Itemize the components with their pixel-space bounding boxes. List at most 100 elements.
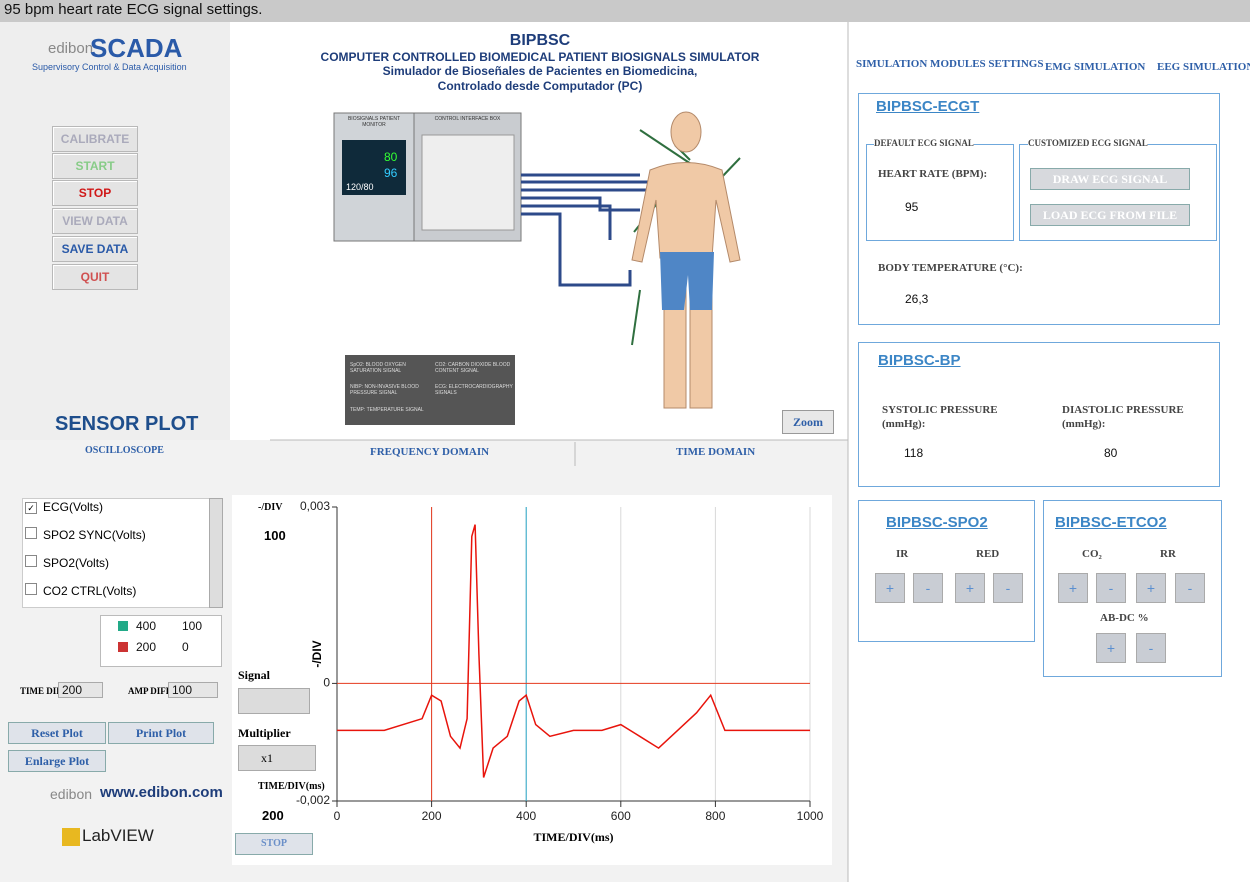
- red-down[interactable]: -: [993, 573, 1023, 603]
- view-data-button[interactable]: VIEW DATA: [52, 208, 138, 234]
- amp-diff: 100: [168, 682, 218, 698]
- timediv[interactable]: 200: [262, 808, 284, 823]
- calibrate-button[interactable]: CALIBRATE: [52, 126, 138, 152]
- header-subtitle: Controlado desde Computador (PC): [240, 79, 840, 93]
- header-title: COMPUTER CONTROLLED BIOMEDICAL PATIENT B…: [240, 50, 840, 64]
- monitor-value: 120/80: [346, 182, 374, 192]
- cursor-x: 200: [136, 640, 156, 654]
- load-button[interactable]: LOAD ECG FROM FILE: [1030, 204, 1190, 226]
- reset-plot-button[interactable]: Reset Plot: [8, 722, 106, 744]
- page: 0 200 400 600 800 1000 0,003 0 -0,002 -/DIV TIME/D…: [0, 0, 1250, 882]
- custom-label[interactable]: CUSTOMIZED ECG SIGNAL: [1028, 138, 1148, 148]
- stop-button[interactable]: STOP: [52, 180, 138, 206]
- timediv-label: TIME/DIV(ms): [258, 781, 325, 792]
- heart-rate[interactable]: 95: [905, 200, 918, 214]
- brand-scada: SCADA: [90, 33, 182, 64]
- channel-label: SPO2 SYNC(Volts): [43, 528, 146, 542]
- legend-item: TEMP: TEMPERATURE SIGNAL: [350, 407, 430, 413]
- time-tab[interactable]: TIME DOMAIN: [676, 446, 755, 458]
- save-data-button[interactable]: SAVE DATA: [52, 236, 138, 262]
- x-tick-label: 400: [516, 809, 536, 823]
- abdc-label: AB-DC %: [1100, 612, 1149, 624]
- co2-up[interactable]: +: [1058, 573, 1088, 603]
- interface-panel: [422, 135, 514, 230]
- ydiv[interactable]: 100: [264, 528, 286, 543]
- diastolic[interactable]: 80: [1104, 446, 1117, 460]
- legend-item: NIBP: NON-INVASIVE BLOOD PRESSURE SIGNAL: [350, 384, 430, 396]
- legend-item: ECG: ELECTROCARDIOGRAPHY SIGNALS: [435, 384, 513, 396]
- monitor-value: 96: [384, 166, 397, 180]
- abdc-up[interactable]: +: [1096, 633, 1126, 663]
- brand-tagline: Supervisory Control & Data Acquisition: [32, 62, 187, 72]
- cursor-icon: [118, 642, 128, 652]
- monitor-label: BIOSIGNALS PATIENT MONITOR: [336, 116, 412, 128]
- y-tick-label: 0,003: [300, 499, 330, 513]
- default-label: DEFAULT ECG SIGNAL: [874, 138, 974, 148]
- spo2-title: BIPBSC-SPO2: [886, 514, 988, 531]
- co2-label: CO₂: [1082, 548, 1102, 560]
- quit-button[interactable]: QUIT: [52, 264, 138, 290]
- cursor-x: 400: [136, 619, 156, 633]
- draw-button[interactable]: DRAW ECG SIGNAL: [1030, 168, 1190, 190]
- ir-label: IR: [896, 548, 908, 560]
- cursor-y: 100: [182, 619, 202, 633]
- x-tick-label: 800: [705, 809, 725, 823]
- systolic[interactable]: 118: [904, 446, 923, 460]
- x-tick-label: 1000: [797, 809, 824, 823]
- cursor-y: 0: [182, 640, 189, 654]
- print-plot-button[interactable]: Print Plot: [108, 722, 214, 744]
- box-label: CONTROL INTERFACE BOX: [416, 116, 519, 122]
- sensor-title: SENSOR PLOT: [55, 413, 198, 436]
- emg-tab[interactable]: EMG SIMULATION: [1045, 61, 1145, 73]
- settings-tab[interactable]: SIMULATION MODULES SETTINGS: [856, 58, 1043, 70]
- channel[interactable]: ✓ECG(Volts): [25, 500, 103, 514]
- edibon-logo: edibon: [50, 786, 92, 802]
- channel[interactable]: CO2 CTRL(Volts): [25, 583, 136, 598]
- channel[interactable]: SPO2(Volts): [25, 555, 109, 570]
- legend-item: CO2: CARBON DIOXIDE BLOOD CONTENT SIGNAL: [435, 362, 513, 374]
- x-tick-label: 0: [334, 809, 341, 823]
- channel[interactable]: SPO2 SYNC(Volts): [25, 527, 146, 542]
- x-tick-label: 600: [611, 809, 631, 823]
- brand-edibon: edibon: [48, 40, 93, 57]
- ecgt-title: BIPBSC-ECGT: [876, 98, 979, 115]
- ydiv-label: -/DIV: [258, 502, 282, 513]
- multiplier-select[interactable]: x1: [238, 745, 316, 771]
- y-tick-label: -0,002: [296, 793, 330, 807]
- red-label: RED: [976, 548, 999, 560]
- systolic-label: SYSTOLIC PRESSURE: [882, 404, 998, 416]
- diastolic-unit: (mmHg):: [1062, 418, 1105, 430]
- signal-label: Signal: [238, 668, 270, 683]
- amp-diff-label: AMP DIFF: [128, 686, 171, 696]
- ir-down[interactable]: -: [913, 573, 943, 603]
- frequency-tab[interactable]: FREQUENCY DOMAIN: [370, 446, 489, 458]
- legend-item: SpO2: BLOOD OXYGEN SATURATION SIGNAL: [350, 362, 430, 374]
- time-diff: 200: [58, 682, 103, 698]
- scrollbar[interactable]: [209, 498, 223, 608]
- eeg-tab[interactable]: EEG SIMULATION: [1157, 61, 1250, 73]
- abdc-down[interactable]: -: [1136, 633, 1166, 663]
- co2-down[interactable]: -: [1096, 573, 1126, 603]
- header-code: BIPBSC: [340, 32, 740, 50]
- website[interactable]: www.edibon.com: [100, 784, 223, 801]
- stop-plot-button[interactable]: STOP: [235, 833, 313, 855]
- labview: LabVIEW: [82, 826, 154, 846]
- rr-up[interactable]: +: [1136, 573, 1166, 603]
- multiplier-label: Multiplier: [238, 726, 291, 741]
- ir-up[interactable]: +: [875, 573, 905, 603]
- x-tick-label: 200: [422, 809, 442, 823]
- y-axis-label: -/DIV: [310, 640, 324, 667]
- rr-down[interactable]: -: [1175, 573, 1205, 603]
- channel-label: ECG(Volts): [43, 500, 103, 514]
- oscilloscope-tab[interactable]: OSCILLOSCOPE: [85, 445, 164, 456]
- rr-label: RR: [1160, 548, 1176, 560]
- temp[interactable]: 26,3: [905, 292, 928, 306]
- signal-select[interactable]: [238, 688, 310, 714]
- enlarge-plot-button[interactable]: Enlarge Plot: [8, 750, 106, 772]
- cursor-icon: [118, 621, 128, 631]
- start-button[interactable]: START: [52, 153, 138, 179]
- red-up[interactable]: +: [955, 573, 985, 603]
- labview-icon: [62, 828, 80, 846]
- shorts: [660, 252, 714, 310]
- zoom-button[interactable]: Zoom: [782, 410, 834, 434]
